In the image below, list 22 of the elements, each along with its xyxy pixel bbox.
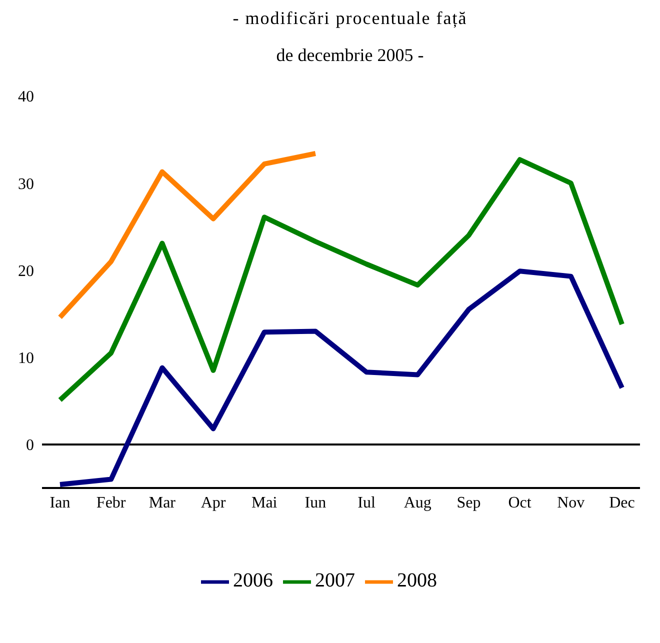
x-tick-label: Iul: [358, 494, 376, 512]
x-tick-label: Nov: [557, 494, 585, 512]
y-tick-label: 0: [26, 437, 34, 454]
x-tick-label: Oct: [508, 494, 532, 512]
y-tick-label: 40: [18, 88, 34, 106]
y-tick-label: 30: [18, 176, 34, 193]
x-tick-label: Febr: [96, 494, 126, 512]
x-tick-label: Dec: [609, 494, 635, 512]
x-tick-label: Ian: [50, 494, 70, 512]
chart-subtitle: de decembrie 2005 -: [275, 45, 425, 66]
y-tick-label: 10: [18, 350, 34, 368]
x-tick-label: Mar: [148, 494, 176, 512]
legend-label: 2006: [233, 570, 273, 592]
x-tick-label: Aug: [404, 494, 432, 512]
legend-label: 2008: [397, 570, 437, 592]
chart-title: - modificări procentuale față: [232, 8, 468, 29]
legend-label: 2007: [315, 570, 355, 592]
x-tick-label: Apr: [200, 494, 226, 512]
x-tick-label: Sep: [456, 494, 481, 512]
x-tick-label: Iun: [304, 494, 326, 512]
y-tick-label: 20: [18, 262, 34, 280]
x-tick-label: Mai: [251, 494, 278, 512]
